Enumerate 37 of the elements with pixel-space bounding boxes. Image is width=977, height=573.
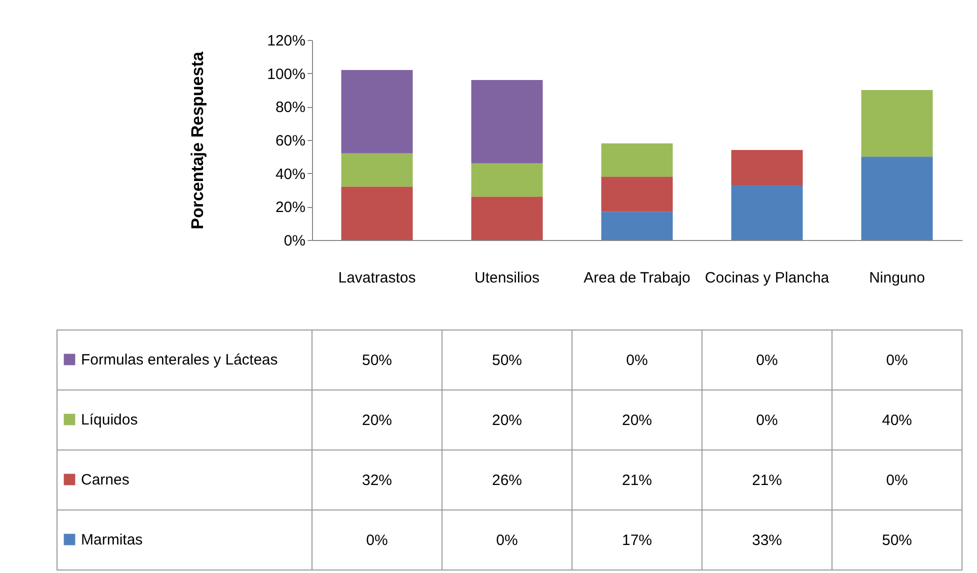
y-tick-label: 40% bbox=[275, 166, 306, 183]
legend-label: Marmitas bbox=[81, 532, 143, 548]
x-tick-label: Utensilios bbox=[474, 270, 540, 286]
y-axis-title: Porcentaje Respuesta bbox=[188, 51, 208, 230]
x-tick-label: Lavatrastos bbox=[338, 270, 416, 286]
x-tick-label: Ninguno bbox=[869, 270, 925, 286]
data-label: 21% bbox=[622, 472, 652, 489]
data-label: 40% bbox=[882, 412, 912, 429]
data-label: 0% bbox=[756, 352, 778, 369]
legend-label: Líquidos bbox=[81, 412, 138, 428]
legend-label: Formulas enterales y Lácteas bbox=[81, 352, 278, 368]
y-tick-label: 120% bbox=[267, 32, 306, 50]
y-tick-label: 0% bbox=[284, 232, 306, 250]
data-label: 0% bbox=[496, 532, 518, 549]
data-label: 20% bbox=[492, 412, 522, 429]
data-label: 50% bbox=[492, 352, 522, 369]
y-tick-label: 80% bbox=[275, 99, 306, 116]
data-label: 32% bbox=[362, 472, 392, 489]
data-label: 21% bbox=[752, 472, 782, 489]
data-label: 0% bbox=[626, 352, 648, 369]
data-label: 33% bbox=[752, 532, 782, 549]
x-tick-label: Area de Trabajo bbox=[584, 270, 690, 286]
data-label: 0% bbox=[886, 352, 908, 369]
y-tick-label: 100% bbox=[267, 66, 306, 83]
data-label: 0% bbox=[366, 532, 388, 549]
x-tick-label: Cocinas y Plancha bbox=[704, 270, 830, 286]
y-tick-label: 60% bbox=[275, 132, 306, 150]
y-tick-label: 20% bbox=[275, 199, 306, 216]
data-label: 50% bbox=[362, 352, 392, 369]
data-label: 0% bbox=[886, 472, 908, 489]
legend-label: Carnes bbox=[81, 472, 130, 488]
data-label: 20% bbox=[622, 412, 652, 429]
data-label: 17% bbox=[622, 532, 652, 549]
data-label: 20% bbox=[362, 412, 392, 429]
data-label: 50% bbox=[882, 532, 912, 549]
data-label: 26% bbox=[492, 472, 522, 489]
data-label: 0% bbox=[756, 412, 778, 429]
